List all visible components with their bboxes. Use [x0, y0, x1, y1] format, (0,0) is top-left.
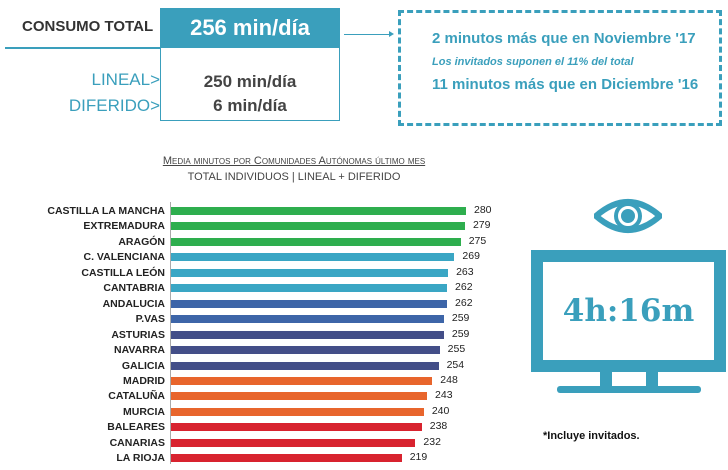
bar	[171, 330, 444, 339]
category-label: ANDALUCIA	[102, 297, 165, 310]
category-label: GALICIA	[121, 359, 165, 372]
chart-title: Media minutos por Comunidades Autónomas …	[162, 155, 426, 167]
bar-value-label: 259	[451, 312, 470, 325]
category-label: CANTABRIA	[103, 282, 165, 295]
category-label: NAVARRA	[114, 344, 165, 357]
bar	[171, 315, 444, 324]
category-label: ASTURIAS	[111, 328, 165, 341]
category-label: MURCIA	[123, 405, 165, 418]
bar	[171, 284, 448, 293]
bar-value-label: 275	[468, 234, 487, 247]
category-label: P.VAS	[135, 313, 165, 326]
lineal-label: LINEAL>	[91, 70, 160, 89]
bar	[171, 268, 449, 277]
monitor-stand-left	[600, 372, 612, 386]
note-line2: Los invitados suponen el 11% del total	[432, 56, 634, 68]
bar-value-label: 259	[451, 327, 470, 340]
bar-value-label: 240	[431, 404, 450, 417]
bar-value-label: 255	[447, 343, 466, 356]
category-label: ARAGÓN	[118, 235, 165, 248]
diferido-value: 6 min/día	[213, 96, 287, 115]
bar-value-label: 280	[474, 204, 492, 216]
monitor-stand-right	[646, 372, 658, 386]
note-line3: 11 minutos más que en Diciembre '16	[432, 76, 699, 93]
bar-value-label: 232	[423, 435, 441, 448]
tv-monitor-icon	[531, 250, 726, 372]
category-label: MADRID	[123, 374, 165, 387]
footnote: *Incluye invitados.	[543, 430, 640, 442]
bar	[171, 253, 455, 262]
bar-value-label: 269	[462, 250, 480, 263]
category-label: LA RIOJA	[116, 452, 165, 465]
bar	[171, 361, 439, 370]
bar	[171, 237, 461, 246]
bar-value-label: 243	[435, 389, 453, 402]
total-consumption-label: CONSUMO TOTAL	[22, 18, 154, 35]
bar	[171, 438, 416, 447]
divider-line	[5, 47, 161, 49]
category-label: BALEARES	[107, 421, 165, 434]
category-label: CASTILLA LEÓN	[81, 266, 165, 279]
arrow-icon	[344, 31, 394, 37]
bar	[171, 222, 465, 231]
category-label: CANARIAS	[109, 436, 165, 449]
bar	[171, 423, 422, 432]
chart-subtitle: TOTAL INDIVIDUOS | LINEAL + DIFERIDO	[187, 171, 401, 183]
bar	[171, 376, 433, 385]
bar	[171, 454, 402, 463]
category-label: CASTILLA LA MANCHA	[47, 205, 165, 217]
bar-value-label: 238	[429, 420, 448, 433]
bar	[171, 407, 424, 416]
category-label: C. VALENCIANA	[83, 251, 165, 264]
bar-value-label: 262	[455, 281, 473, 294]
bar-value-label: 248	[440, 373, 458, 386]
diferido-label: DIFERIDO>	[68, 96, 160, 115]
notes-box	[398, 10, 722, 126]
bar-value-label: 219	[409, 451, 428, 464]
category-label: EXTREMADURA	[83, 220, 165, 233]
tv-time-value: 4h:16m	[562, 293, 695, 329]
chart-axis	[170, 202, 171, 464]
total-consumption-value: 256 min/día	[160, 8, 340, 48]
category-label: CATALUÑA	[108, 390, 165, 403]
bar	[171, 346, 440, 355]
eye-icon	[594, 199, 662, 233]
lineal-value: 250 min/día	[203, 72, 297, 91]
bar	[171, 299, 448, 308]
bar-value-label: 263	[456, 265, 474, 278]
bar-value-label: 254	[446, 358, 465, 371]
breakdown-box	[160, 48, 340, 121]
note-line1: 2 minutos más que en Noviembre '17	[432, 30, 696, 47]
bar-value-label: 279	[472, 219, 491, 232]
bar	[171, 207, 466, 215]
bar-value-label: 262	[455, 296, 473, 309]
bar	[171, 392, 428, 401]
monitor-base	[557, 386, 701, 393]
